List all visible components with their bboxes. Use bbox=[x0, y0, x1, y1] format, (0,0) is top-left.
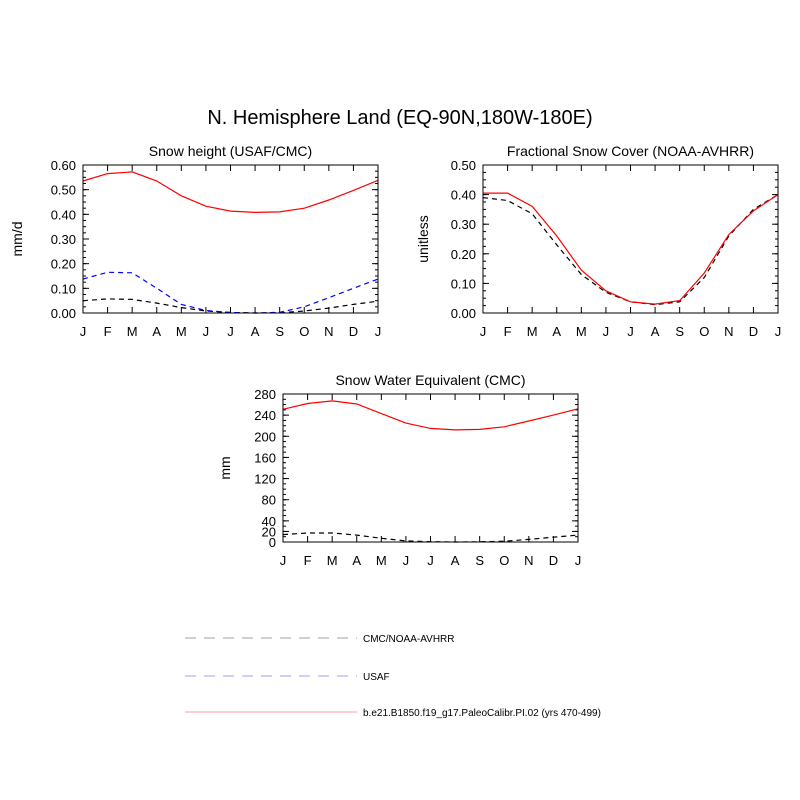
y-axis-label: unitless bbox=[415, 215, 431, 262]
x-tick-label: S bbox=[475, 553, 484, 568]
series-line-noaa-avhrr bbox=[482, 194, 779, 306]
x-tick-label: J bbox=[627, 324, 634, 339]
x-tick-label: J bbox=[480, 324, 487, 339]
y-tick-label: 0.00 bbox=[451, 306, 476, 321]
x-tick-label: M bbox=[327, 553, 338, 568]
x-tick-label: M bbox=[576, 324, 587, 339]
x-tick-label: J bbox=[80, 324, 87, 339]
figure-title: N. Hemisphere Land (EQ-90N,180W-180E) bbox=[207, 107, 592, 129]
y-tick-label: 0.10 bbox=[451, 276, 476, 291]
x-tick-label: F bbox=[104, 324, 112, 339]
x-tick-label: F bbox=[304, 553, 312, 568]
x-tick-label: F bbox=[504, 324, 512, 339]
x-tick-label: N bbox=[724, 324, 733, 339]
y-tick-label: 0.10 bbox=[51, 281, 76, 296]
series-line-model bbox=[282, 400, 579, 431]
y-tick-label: 0.00 bbox=[51, 306, 76, 321]
x-tick-label: M bbox=[376, 553, 387, 568]
x-tick-label: O bbox=[499, 553, 509, 568]
x-tick-label: D bbox=[749, 324, 758, 339]
x-tick-label: S bbox=[275, 324, 284, 339]
x-tick-label: J bbox=[775, 324, 782, 339]
y-tick-label: 40 bbox=[262, 514, 276, 529]
series-line-model bbox=[82, 171, 379, 214]
panel-title: Snow Water Equivalent (CMC) bbox=[335, 372, 525, 388]
x-tick-label: S bbox=[675, 324, 684, 339]
plot-frame bbox=[282, 393, 579, 543]
x-tick-label: J bbox=[427, 553, 434, 568]
legend-label: b.e21.B1850.f19_g17.PaleoCalibr.PI.02 (y… bbox=[363, 708, 601, 719]
legend-label: CMC/NOAA-AVHRR bbox=[363, 634, 454, 645]
x-tick-label: D bbox=[549, 553, 558, 568]
legend-label: USAF bbox=[363, 672, 390, 683]
series-line-model bbox=[483, 192, 779, 305]
y-tick-label: 0 bbox=[269, 535, 276, 550]
x-tick-label: A bbox=[152, 324, 161, 339]
x-tick-label: N bbox=[324, 324, 333, 339]
y-tick-label: 0.50 bbox=[51, 183, 76, 198]
x-tick-label: D bbox=[349, 324, 358, 339]
x-tick-label: A bbox=[552, 324, 561, 339]
y-tick-label: 20 bbox=[262, 524, 276, 539]
plot-frame bbox=[482, 164, 779, 314]
x-tick-label: O bbox=[699, 324, 709, 339]
y-tick-label: 0.20 bbox=[451, 247, 476, 262]
x-tick-label: O bbox=[299, 324, 309, 339]
y-tick-label: 80 bbox=[262, 493, 276, 508]
y-axis-label: mm bbox=[217, 456, 233, 479]
y-tick-label: 0.50 bbox=[451, 158, 476, 173]
x-tick-label: M bbox=[176, 324, 187, 339]
plot-frame bbox=[82, 164, 379, 314]
y-tick-label: 280 bbox=[254, 387, 276, 402]
x-tick-label: A bbox=[251, 324, 260, 339]
x-tick-label: A bbox=[651, 324, 660, 339]
y-tick-label: 200 bbox=[254, 429, 276, 444]
y-tick-label: 0.30 bbox=[51, 232, 76, 247]
panel-title: Fractional Snow Cover (NOAA-AVHRR) bbox=[507, 143, 754, 159]
y-tick-label: 240 bbox=[254, 408, 276, 423]
x-tick-label: N bbox=[524, 553, 533, 568]
x-tick-label: A bbox=[451, 553, 460, 568]
x-tick-label: J bbox=[227, 324, 234, 339]
y-tick-label: 0.40 bbox=[51, 207, 76, 222]
y-tick-label: 0.60 bbox=[51, 158, 76, 173]
y-tick-label: 0.40 bbox=[451, 188, 476, 203]
x-tick-label: J bbox=[203, 324, 210, 339]
x-tick-label: J bbox=[280, 553, 287, 568]
x-tick-label: J bbox=[375, 324, 382, 339]
x-tick-label: J bbox=[575, 553, 582, 568]
legend: CMC/NOAA-AVHRR USAF b.e21.B1850.f19_g17.Pa… bbox=[185, 634, 601, 719]
y-tick-label: 0.20 bbox=[51, 257, 76, 272]
panel-title: Snow height (USAF/CMC) bbox=[149, 143, 312, 159]
x-tick-label: A bbox=[352, 553, 361, 568]
x-tick-label: M bbox=[527, 324, 538, 339]
snow-height-panel: Snow height (USAF/CMC) mm/d 0.00 0.10 0.20 0.… bbox=[9, 143, 381, 339]
x-tick-label: J bbox=[403, 553, 410, 568]
fractional-snow-cover-panel: Fractional Snow Cover (NOAA-AVHRR) unitle… bbox=[415, 143, 781, 339]
x-tick-label: M bbox=[127, 324, 138, 339]
y-tick-label: 160 bbox=[254, 450, 276, 465]
x-tick-label: J bbox=[603, 324, 610, 339]
y-axis-label: mm/d bbox=[9, 222, 25, 257]
y-tick-label: 120 bbox=[254, 472, 276, 487]
y-tick-label: 0.30 bbox=[451, 217, 476, 232]
